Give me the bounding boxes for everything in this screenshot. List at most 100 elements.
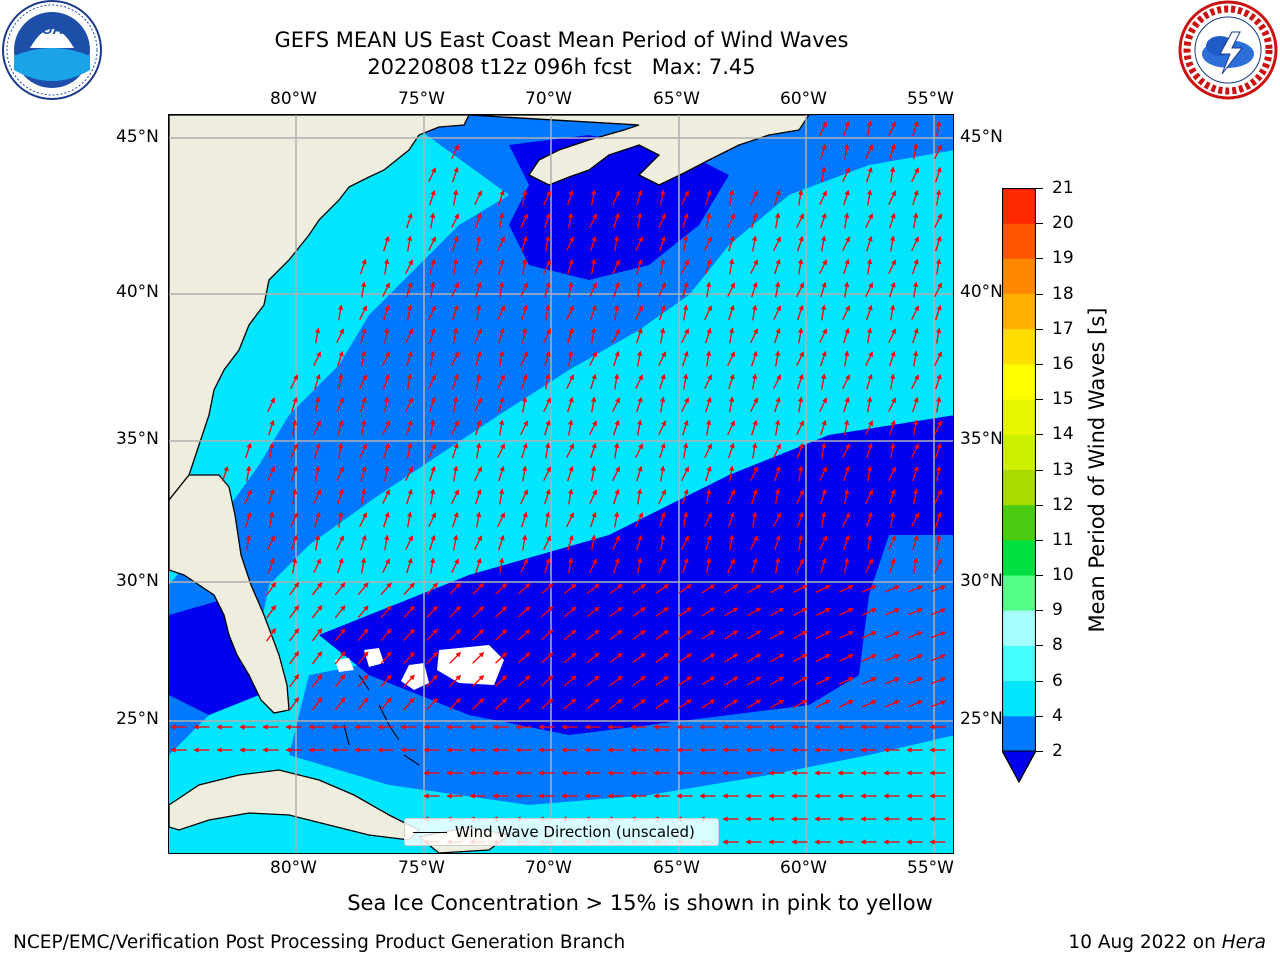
direction-arrow-head bbox=[653, 793, 659, 799]
direction-arrow-head bbox=[936, 304, 942, 311]
lon-label-top: 60°W bbox=[780, 89, 827, 109]
direction-arrow-head bbox=[709, 584, 716, 590]
direction-arrow-head bbox=[340, 674, 346, 680]
direction-arrow-head bbox=[591, 465, 597, 472]
direction-arrow-head bbox=[913, 212, 919, 219]
direction-arrow-head bbox=[293, 605, 300, 611]
direction-arrow-head bbox=[315, 511, 321, 518]
direction-arrow-head bbox=[430, 258, 436, 265]
direction-arrow-head bbox=[340, 697, 346, 703]
direction-arrow-head bbox=[917, 654, 923, 660]
sea-ice-note: Sea Ice Concentration > 15% is shown in … bbox=[347, 891, 933, 915]
direction-arrow-head bbox=[430, 350, 436, 357]
direction-arrow-head bbox=[753, 328, 758, 335]
direction-arrow-head bbox=[867, 442, 873, 449]
direction-arrow-head bbox=[423, 747, 429, 753]
direction-arrow-head bbox=[729, 235, 735, 242]
direction-arrow-head bbox=[315, 465, 321, 472]
direction-arrow-head bbox=[423, 770, 429, 776]
colorbar-tick-mark bbox=[1036, 399, 1043, 401]
colorbar-tick-mark bbox=[1036, 539, 1043, 541]
direction-arrow-head bbox=[940, 631, 947, 637]
direction-arrow-head bbox=[798, 189, 804, 196]
direction-arrow-head bbox=[500, 305, 505, 312]
direction-arrow-head bbox=[745, 839, 751, 845]
direction-arrow-head bbox=[844, 465, 850, 472]
direction-arrow-head bbox=[515, 747, 521, 753]
direction-arrow-head bbox=[614, 350, 620, 357]
direction-arrow-head bbox=[776, 374, 781, 381]
legend-label: Wind Wave Direction (unscaled) bbox=[455, 823, 695, 841]
direction-arrow-head bbox=[890, 373, 896, 380]
direction-arrow-head bbox=[706, 258, 712, 265]
direction-arrow-head bbox=[755, 630, 762, 636]
direction-arrow-head bbox=[361, 281, 367, 288]
direction-arrow-head bbox=[384, 235, 390, 242]
direction-arrow-head bbox=[660, 258, 666, 265]
direction-arrow-head bbox=[293, 674, 300, 680]
direction-arrow-head bbox=[407, 304, 413, 311]
direction-arrow-head bbox=[592, 489, 597, 496]
direction-arrow-head bbox=[454, 213, 459, 220]
direction-arrow-head bbox=[937, 489, 942, 496]
direction-arrow-head bbox=[890, 304, 896, 311]
direction-arrow-head bbox=[752, 557, 758, 564]
colorbar-tick-mark bbox=[1036, 645, 1043, 647]
direction-arrow-head bbox=[453, 373, 459, 380]
direction-arrow-head bbox=[683, 304, 689, 311]
direction-arrow-head bbox=[940, 677, 947, 683]
direction-arrow-head bbox=[594, 583, 600, 589]
direction-arrow-head bbox=[561, 793, 567, 799]
direction-arrow-head bbox=[400, 747, 406, 753]
colorbar bbox=[1001, 187, 1037, 784]
direction-arrow-head bbox=[768, 816, 774, 822]
direction-arrow-head bbox=[844, 212, 850, 219]
direction-arrow-head bbox=[936, 373, 942, 380]
direction-arrow-head bbox=[906, 747, 912, 753]
direction-arrow-head bbox=[354, 747, 360, 753]
direction-arrow-head bbox=[821, 143, 827, 150]
direction-arrow-head bbox=[894, 608, 900, 614]
direction-arrow-head bbox=[385, 489, 390, 496]
missing-data-patch bbox=[364, 648, 384, 667]
direction-arrow-head bbox=[423, 724, 429, 730]
direction-arrow-head bbox=[316, 489, 321, 496]
direction-arrow-head bbox=[407, 557, 413, 564]
direction-arrow-head bbox=[339, 535, 344, 542]
colorbar-swatch bbox=[1002, 223, 1036, 259]
direction-arrow-head bbox=[801, 653, 808, 659]
direction-arrow-head bbox=[423, 793, 429, 799]
direction-arrow-head bbox=[729, 189, 735, 196]
direction-arrow-head bbox=[499, 557, 505, 564]
direction-arrow-head bbox=[844, 557, 850, 564]
direction-arrow-head bbox=[594, 606, 600, 612]
direction-arrow-head bbox=[883, 816, 889, 822]
direction-arrow-head bbox=[821, 511, 827, 518]
direction-arrow-head bbox=[937, 558, 942, 565]
direction-arrow-head bbox=[755, 607, 762, 613]
direction-arrow-head bbox=[546, 535, 551, 542]
direction-arrow-head bbox=[891, 121, 896, 128]
direction-arrow-head bbox=[409, 582, 415, 589]
direction-arrow-head bbox=[545, 557, 551, 564]
direction-arrow-head bbox=[454, 489, 459, 496]
direction-arrow-head bbox=[315, 373, 321, 380]
direction-arrow-head bbox=[591, 534, 597, 541]
direction-arrow-head bbox=[753, 259, 758, 266]
direction-arrow-head bbox=[663, 699, 670, 705]
direction-arrow-head bbox=[538, 747, 544, 753]
direction-arrow-head bbox=[615, 466, 620, 473]
direction-arrow-head bbox=[432, 605, 438, 612]
direction-arrow-head bbox=[755, 699, 762, 705]
direction-arrow-head bbox=[814, 724, 820, 730]
missing-data-patch bbox=[437, 645, 504, 685]
lon-label-top: 75°W bbox=[398, 89, 445, 109]
direction-arrow-head bbox=[246, 465, 252, 472]
direction-arrow-head bbox=[936, 465, 942, 472]
direction-arrow-head bbox=[891, 397, 896, 404]
direction-arrow-head bbox=[568, 212, 574, 219]
colorbar-tick-mark bbox=[1036, 258, 1043, 260]
colorbar-tick-mark bbox=[1036, 751, 1043, 752]
direction-arrow-head bbox=[431, 305, 436, 312]
direction-arrow-head bbox=[845, 512, 850, 519]
